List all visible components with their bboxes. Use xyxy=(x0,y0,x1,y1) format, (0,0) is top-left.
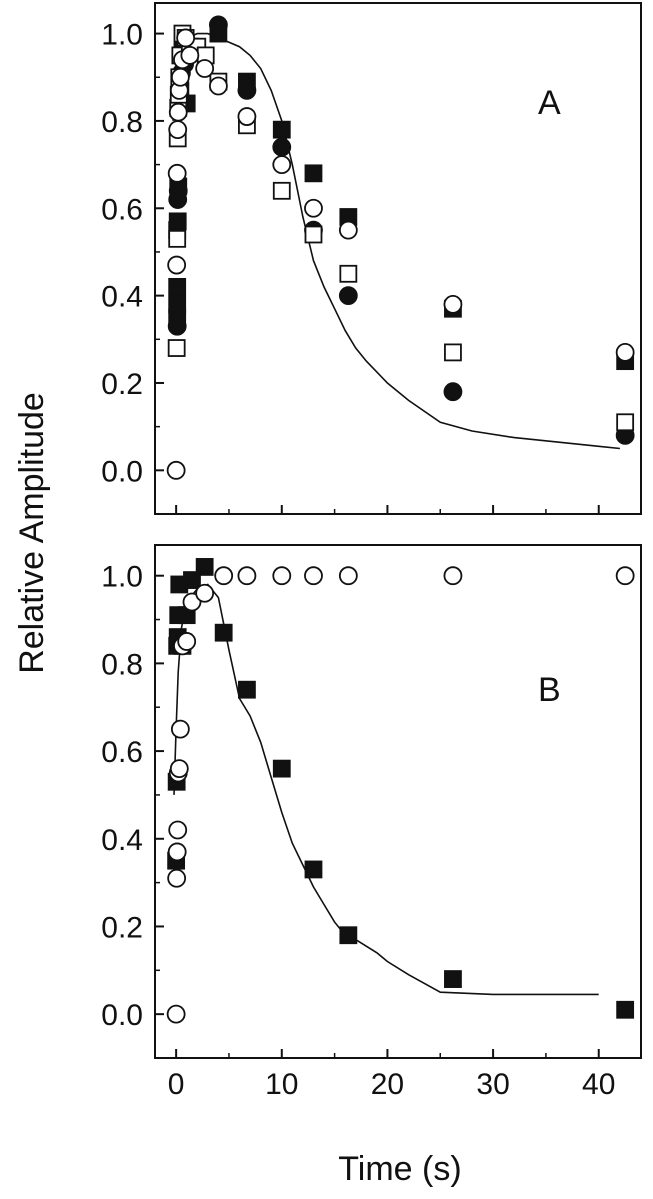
filled-square-point xyxy=(238,680,256,699)
x-axis-title: Time (s) xyxy=(338,1150,461,1188)
open-circle-point xyxy=(167,842,187,862)
filled-square-point xyxy=(616,1000,635,1019)
open-circle-point xyxy=(615,343,635,362)
open-circle-point xyxy=(166,1004,186,1024)
open-circle-point xyxy=(195,59,215,78)
open-circle-point xyxy=(237,107,257,126)
open-circle-point xyxy=(443,294,463,314)
filled-square-point xyxy=(304,164,323,183)
y-tick-label: 0.0 xyxy=(101,455,143,488)
open-circle-point xyxy=(338,566,358,586)
x-tick-label: 10 xyxy=(265,1068,298,1101)
panel-b-label: B xyxy=(538,671,561,709)
filled-circle-point xyxy=(167,316,187,336)
panel-b-y-axis: 0.0 0.2 0.4 0.6 0.8 1.0 xyxy=(101,561,164,1032)
open-square-point xyxy=(339,264,358,283)
open-circle-point xyxy=(304,566,323,586)
open-circle-point xyxy=(168,102,188,122)
y-tick-label: 0.6 xyxy=(101,193,143,226)
panel-a-data-points xyxy=(166,15,635,480)
panel-a-x-axis xyxy=(175,505,600,514)
open-circle-point xyxy=(168,120,188,140)
filled-circle-point xyxy=(168,181,188,201)
y-tick-label: 0.0 xyxy=(101,999,143,1032)
open-square-point xyxy=(272,181,291,200)
panel-a-label: A xyxy=(538,84,561,122)
filled-circle-point xyxy=(272,137,292,157)
y-tick-label: 0.4 xyxy=(101,281,143,314)
filled-square-point xyxy=(272,120,291,139)
open-circle-point xyxy=(237,566,257,586)
open-square-point xyxy=(168,229,187,248)
y-tick-label: 0.2 xyxy=(101,911,143,944)
open-circle-point xyxy=(180,46,200,65)
filled-square-point xyxy=(195,558,214,576)
panel-a-frame xyxy=(154,2,642,515)
fit-curve xyxy=(172,32,620,450)
open-circle-point xyxy=(443,566,463,586)
filled-square-point xyxy=(339,926,358,945)
open-circle-point xyxy=(214,566,234,586)
open-circle-point xyxy=(170,719,190,739)
open-circle-point xyxy=(615,566,635,586)
open-circle-point xyxy=(177,632,197,651)
open-circle-point xyxy=(168,820,188,840)
open-circle-point xyxy=(182,592,202,612)
open-square-point xyxy=(167,339,186,357)
open-circle-point xyxy=(304,198,323,218)
open-circle-point xyxy=(167,163,187,183)
open-circle-point xyxy=(167,868,187,888)
panel-b-x-axis: 0 10 20 30 40 xyxy=(168,1049,615,1101)
y-tick-label: 0.6 xyxy=(101,736,143,769)
y-tick-label: 1.0 xyxy=(101,561,143,594)
x-tick-label: 20 xyxy=(371,1068,404,1101)
open-circle-point xyxy=(170,67,190,87)
y-tick-label: 0.4 xyxy=(101,824,143,857)
filled-square-point xyxy=(214,623,233,642)
open-circle-point xyxy=(176,28,196,48)
y-tick-label: 0.8 xyxy=(101,648,143,681)
open-circle-point xyxy=(272,566,292,586)
open-circle-point xyxy=(166,460,186,480)
open-circle-point xyxy=(169,759,189,779)
open-square-point xyxy=(444,343,462,362)
filled-square-point xyxy=(444,970,462,988)
open-circle-point xyxy=(167,255,187,275)
panel-b: 0.0 0.2 0.4 0.6 0.8 1.0 0 10 20 30 40 B xyxy=(101,544,642,1101)
y-tick-label: 1.0 xyxy=(101,19,143,52)
filled-square-point xyxy=(168,277,187,296)
panel-b-data-points xyxy=(166,558,635,1024)
filled-square-point xyxy=(168,295,187,314)
open-square-point xyxy=(304,225,323,244)
panel-a-fit-line xyxy=(172,32,620,450)
panel-b-frame xyxy=(154,544,642,1059)
filled-circle-point xyxy=(338,286,358,306)
filled-square-point xyxy=(304,860,323,879)
filled-circle-point xyxy=(208,15,228,35)
filled-circle-point xyxy=(237,80,257,100)
filled-square-point xyxy=(168,212,187,231)
open-circle-point xyxy=(195,583,215,603)
y-tick-label: 0.8 xyxy=(101,106,143,139)
filled-square-point xyxy=(272,759,291,778)
y-axis-title: Relative Amplitude xyxy=(13,392,51,674)
x-tick-label: 40 xyxy=(582,1068,615,1101)
x-tick-label: 0 xyxy=(168,1068,185,1101)
filled-square-point xyxy=(183,571,201,589)
panel-a: 0.0 0.2 0.4 0.6 0.8 1.0 A xyxy=(101,2,642,515)
open-circle-point xyxy=(338,220,358,240)
panel-a-y-axis: 0.0 0.2 0.4 0.6 0.8 1.0 xyxy=(101,19,164,488)
filled-circle-point xyxy=(443,382,463,402)
x-tick-label: 30 xyxy=(476,1068,509,1101)
open-circle-point xyxy=(208,76,228,96)
open-square-point xyxy=(616,413,635,432)
y-tick-label: 0.2 xyxy=(101,368,143,401)
open-circle-point xyxy=(272,155,292,174)
